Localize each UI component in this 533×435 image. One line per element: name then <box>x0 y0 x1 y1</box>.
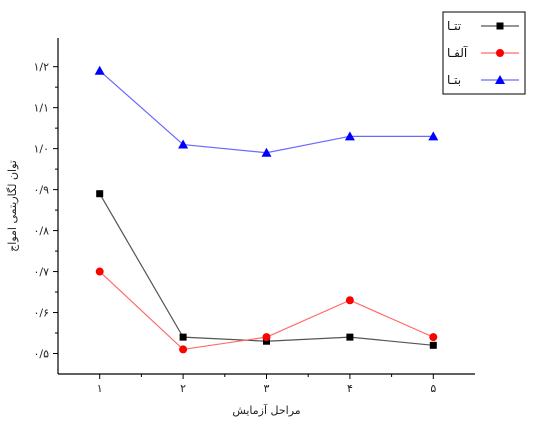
data-point-square <box>429 341 437 349</box>
x-tick-label: ۲ <box>180 382 186 395</box>
data-point-triangle <box>178 139 189 149</box>
data-point-circle <box>429 333 438 342</box>
data-point-square <box>263 337 270 345</box>
y-tick-label: ۰/۷ <box>33 266 49 279</box>
legend-label: تتـا <box>447 19 461 33</box>
data-point-triangle <box>261 147 272 157</box>
y-tick-label: ۱/۱ <box>33 102 49 115</box>
y-tick-label: ۰/۶ <box>33 307 49 320</box>
y-tick-label: ۰/۸ <box>33 225 49 238</box>
data-point-triangle <box>94 65 105 75</box>
x-axis-title: مراحل آزمایش <box>232 403 300 417</box>
series-triangle <box>94 65 439 157</box>
legend: تتـا آلفـا بتـا <box>442 11 526 95</box>
data-point-triangle <box>495 75 505 84</box>
data-point-triangle <box>344 131 355 141</box>
legend-item: بتـا <box>447 73 519 87</box>
x-axis-ticks: ۱ ۲ ۳ ۴ ۵ <box>97 374 436 395</box>
data-point-square <box>179 333 187 341</box>
y-tick-label: ۰/۵ <box>33 348 49 361</box>
x-tick-label: ۳ <box>264 382 270 395</box>
series-circle <box>95 267 438 354</box>
data-point-triangle <box>428 131 439 141</box>
data-point-circle <box>496 49 504 57</box>
y-tick-label: ۱/۰ <box>33 143 49 156</box>
data-point-square <box>346 333 354 341</box>
y-axis-title: توان لگاریتمی امواج <box>6 160 19 252</box>
axes <box>57 38 475 375</box>
data-point-circle <box>179 345 188 354</box>
data-point-circle <box>95 267 104 276</box>
series-line <box>99 193 434 346</box>
legend-label: بتـا <box>447 73 461 87</box>
data-point-square <box>496 22 504 30</box>
series-layer <box>94 65 439 354</box>
legend-label: آلفـا <box>447 45 468 60</box>
y-tick-label: ۱/۲ <box>33 61 49 74</box>
legend-item: تتـا <box>447 19 519 33</box>
x-tick-label: ۱ <box>97 382 103 395</box>
series-line <box>99 70 434 154</box>
y-axis-ticks: ۰/۵ ۰/۶ ۰/۷ ۰/۸ ۰/۹ ۱/۰ ۱/۱ ۱/۲ <box>33 61 58 361</box>
data-point-square <box>96 190 104 198</box>
legend-item: آلفـا <box>447 45 519 60</box>
y-tick-label: ۰/۹ <box>33 184 49 197</box>
x-tick-label: ۴ <box>347 382 353 395</box>
data-point-circle <box>345 296 354 305</box>
data-point-circle <box>262 333 271 342</box>
x-tick-label: ۵ <box>430 382 436 395</box>
series-square <box>96 190 437 349</box>
